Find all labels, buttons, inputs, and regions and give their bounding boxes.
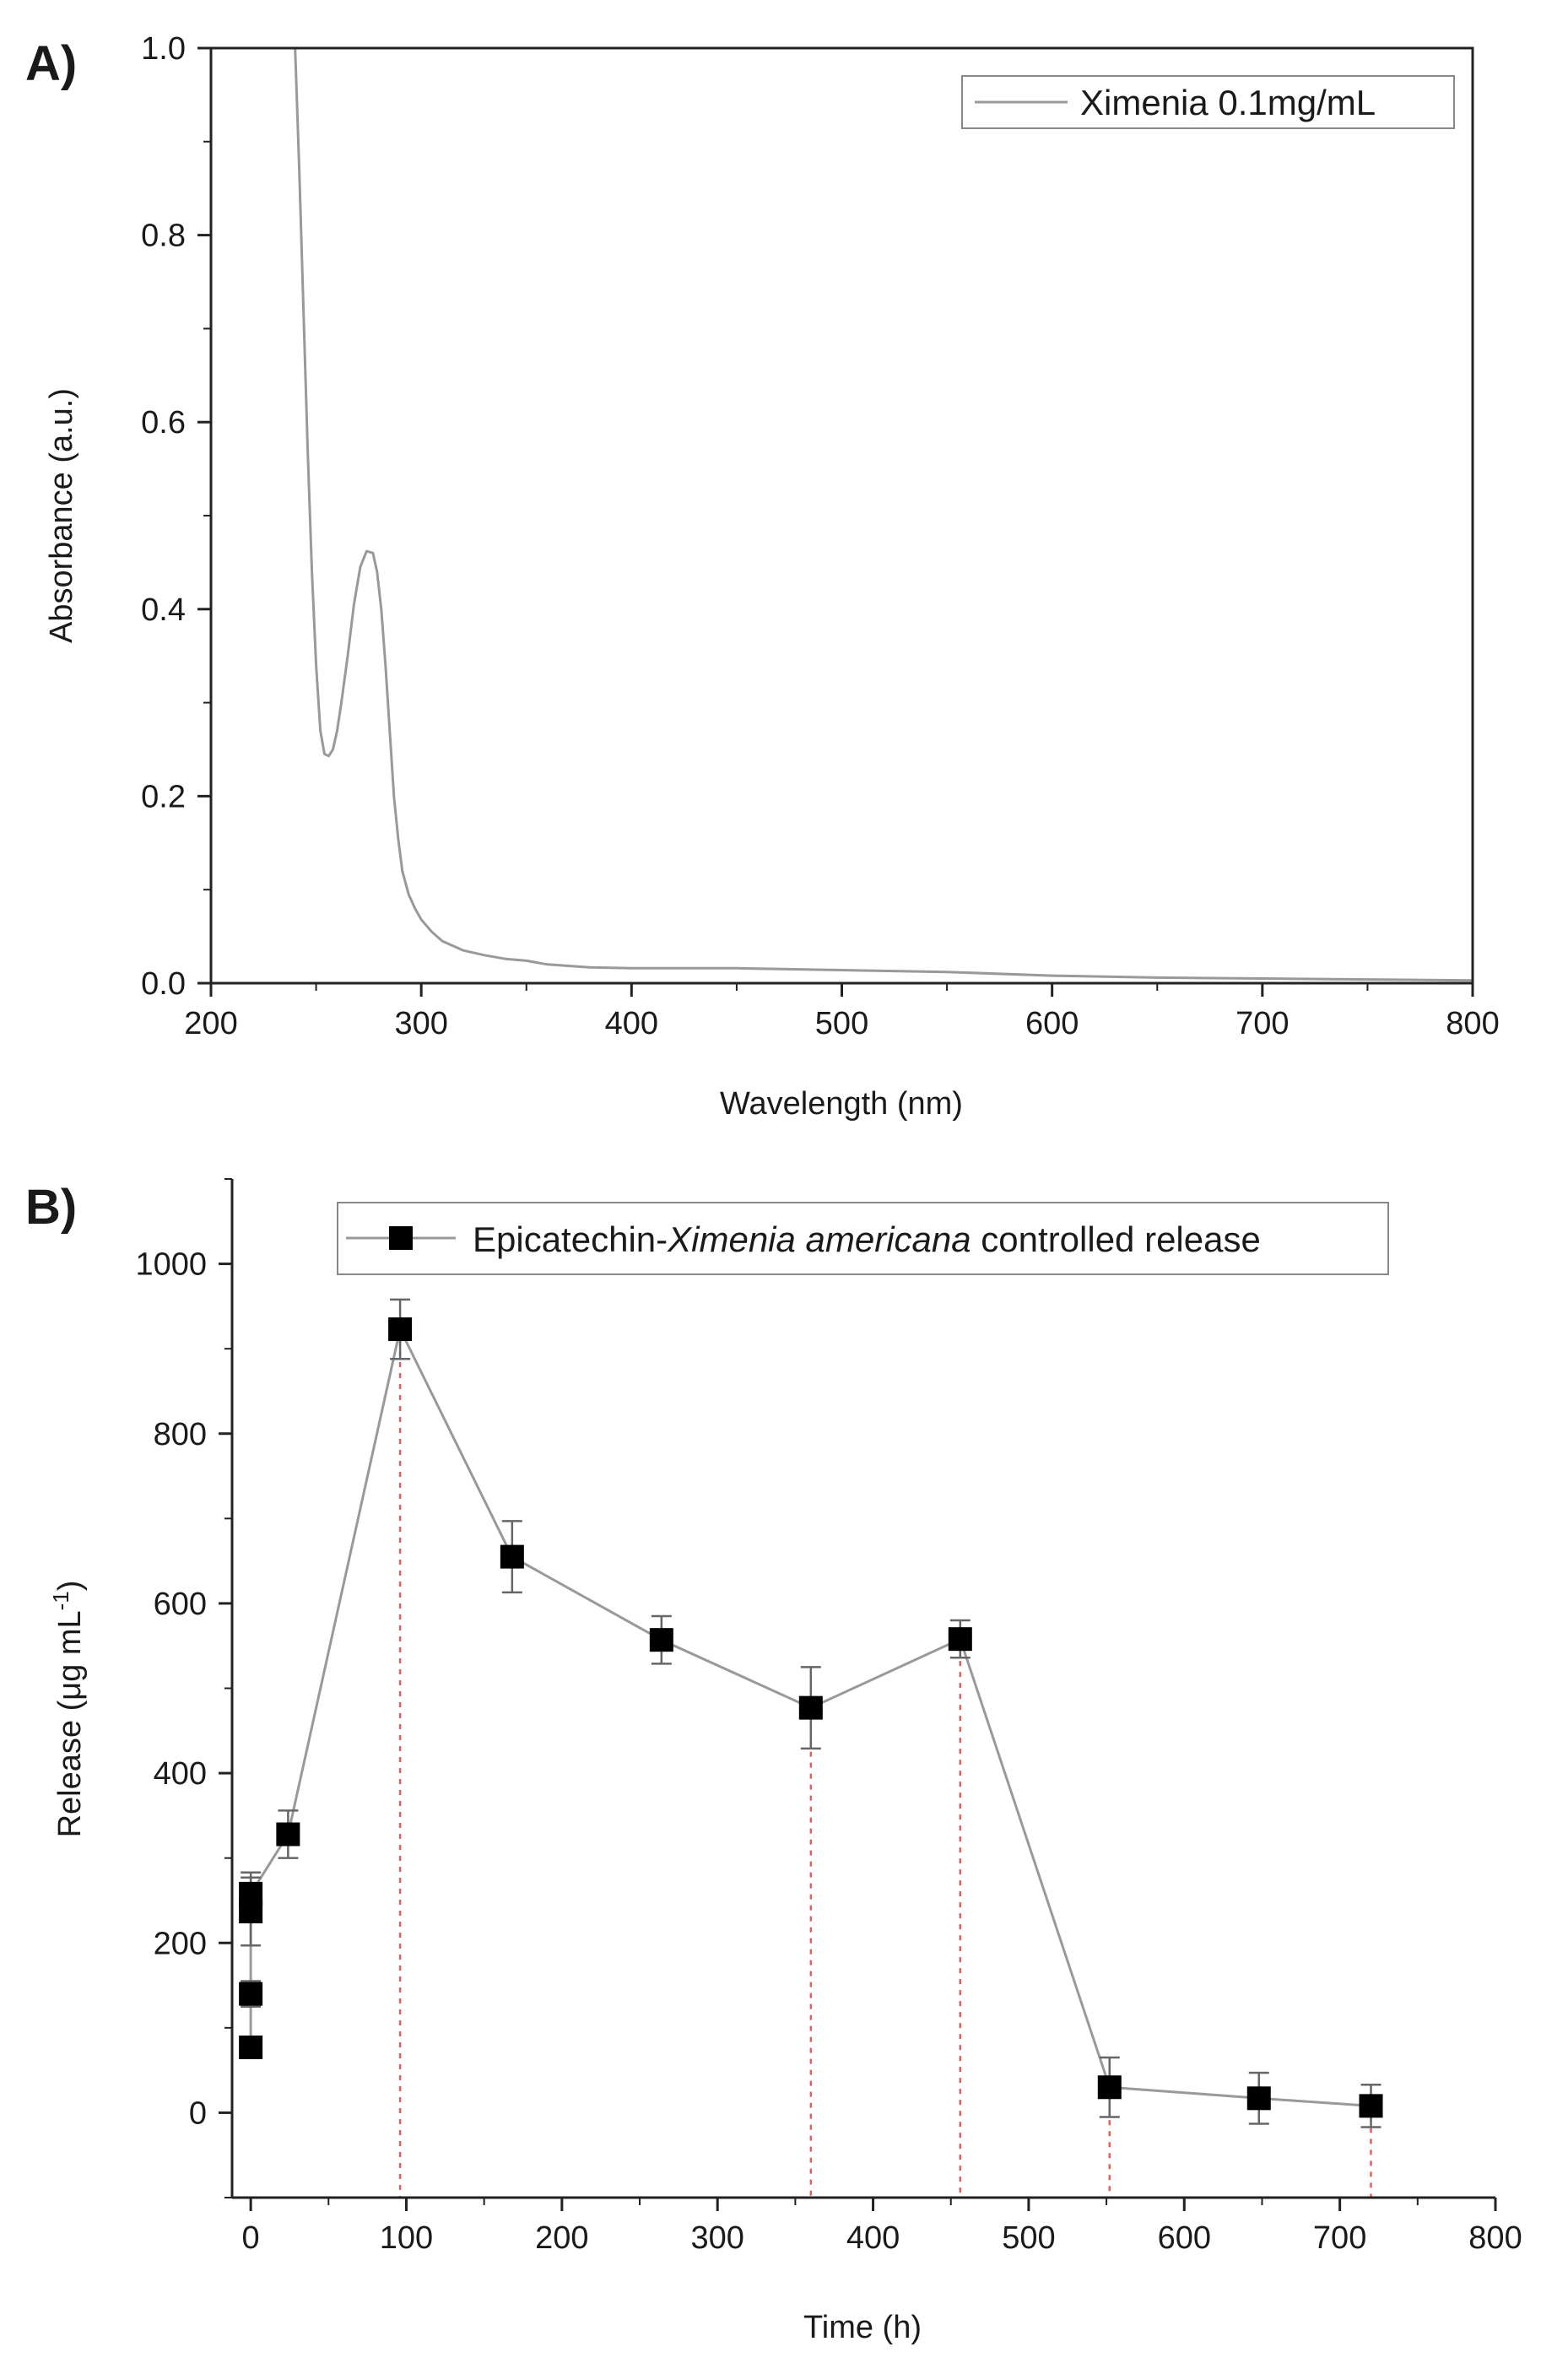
x-tick-label-b: 400 [846, 2220, 900, 2256]
x-tick-label-a: 300 [394, 1006, 447, 1041]
data-point [239, 2035, 263, 2059]
x-tick-label-b: 300 [690, 2220, 743, 2256]
data-point [239, 1982, 263, 2006]
y-tick-label-b: 0 [189, 2095, 207, 2131]
y-tick-label-b: 1000 [135, 1247, 207, 1283]
legend-label-a: Ximenia 0.1mg/mL [1080, 83, 1376, 122]
x-tick-label-a: 500 [815, 1006, 868, 1041]
data-point [276, 1822, 300, 1847]
x-tick-label-b: 800 [1468, 2220, 1522, 2256]
y-axis-title-a: Absorbance (a.u.) [44, 388, 79, 643]
data-point [1359, 2094, 1383, 2118]
ticks-b: 0 100 200 300 400 500 600 700 800 0 200 400 600 800 10… [135, 1178, 1522, 2256]
data-point [798, 1695, 823, 1720]
x-tick-label-a: 700 [1235, 1006, 1289, 1041]
x-tick-label-b: 100 [380, 2220, 433, 2256]
legend-label-b-part2: Ximenia americana [667, 1219, 971, 1259]
y-tick-label-b: 400 [154, 1756, 207, 1792]
reference-lines-b [398, 1329, 1372, 2198]
data-point [1246, 2086, 1271, 2111]
legend-a: Ximenia 0.1mg/mL [961, 75, 1455, 129]
x-tick-label-b: 500 [1002, 2220, 1055, 2256]
legend-label-b-part3: controlled release [971, 1219, 1261, 1259]
y-tick-label-b: 600 [154, 1587, 207, 1622]
data-point [948, 1627, 972, 1652]
y-tick-label-a: 0.2 [141, 779, 186, 814]
y-tick-label-b: 200 [154, 1926, 207, 1961]
y-tick-label-a: 0.8 [141, 219, 186, 254]
ticks-a: 200 300 400 500 600 700 800 0.0 0.2 0.4 0.6 0.8 1.0 [141, 31, 1500, 1041]
x-tick-label-a: 200 [184, 1006, 237, 1041]
y-axis-title-b-sup: -1 [48, 1591, 73, 1610]
y-axis-title-b: Release (μg mL-1) [48, 1581, 88, 1838]
y-axis-title-b-close: ) [52, 1581, 88, 1592]
y-tick-label-a: 1.0 [141, 31, 186, 67]
data-point [649, 1628, 673, 1652]
chart-controlled-release: B) 0 100 200 300 400 500 600 700 800 0 200 400 600 80… [25, 1178, 1522, 2345]
x-axis-title-a: Wavelength (nm) [720, 1086, 963, 1122]
legend-label-b: Epicatechin-Ximenia americana controlled… [473, 1219, 1261, 1259]
x-tick-label-b: 200 [535, 2220, 588, 2256]
legend-label-b-part1: Epicatechin- [473, 1219, 668, 1259]
series-line-ximenia [294, 47, 1473, 982]
series-b [239, 1298, 1383, 2128]
x-tick-label-a: 600 [1025, 1006, 1079, 1041]
y-tick-label-a: 0.4 [141, 592, 186, 628]
series-a [294, 47, 1473, 982]
panel-label-b: B) [25, 1180, 77, 1235]
y-axis-title-b-main: Release (μg mL [52, 1610, 88, 1837]
y-tick-label-b: 800 [154, 1417, 207, 1452]
x-tick-label-a: 800 [1446, 1006, 1499, 1041]
data-point [1097, 2075, 1122, 2100]
data-point [239, 1881, 263, 1906]
x-tick-label-b: 600 [1158, 2220, 1211, 2256]
x-axis-title-b: Time (h) [803, 2310, 922, 2345]
x-tick-label-b: 0 [242, 2220, 260, 2256]
plot-frame-a [209, 46, 1474, 985]
chart-absorbance-spectrum: A) 200 300 400 500 600 700 800 0.0 0.2 0.4 0.6 0.8 1… [25, 31, 1500, 1122]
y-tick-label-a: 0.0 [141, 966, 186, 1002]
x-tick-label-b: 700 [1313, 2220, 1366, 2256]
legend-marker-b [389, 1226, 413, 1250]
y-tick-label-a: 0.6 [141, 405, 186, 441]
panel-label-a: A) [25, 36, 77, 91]
data-point [500, 1544, 524, 1569]
x-tick-label-a: 400 [605, 1006, 658, 1041]
data-point [388, 1317, 413, 1342]
legend-box-b [337, 1202, 1389, 1275]
legend-b: Epicatechin-Ximenia americana controlled… [337, 1202, 1389, 1275]
